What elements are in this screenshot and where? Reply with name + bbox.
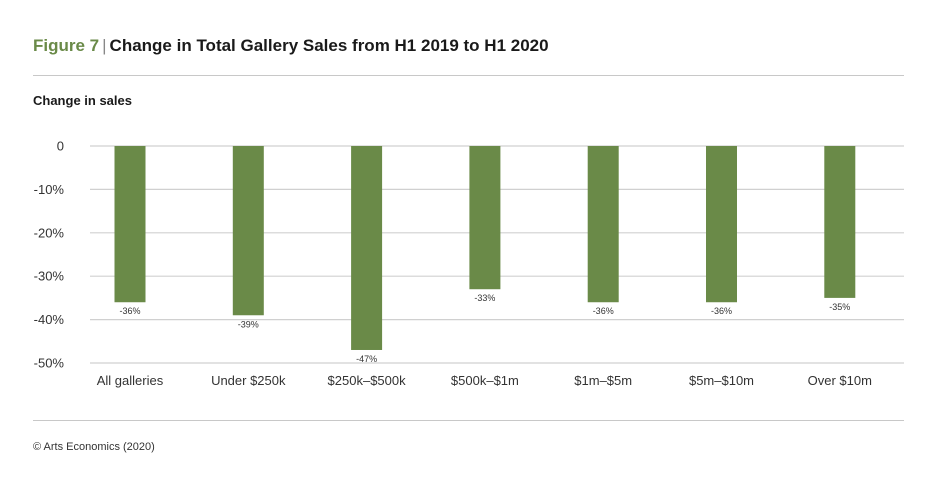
bar	[232, 146, 264, 316]
x-category-label: $500k–$1m	[451, 373, 519, 388]
title-text: Change in Total Gallery Sales from H1 20…	[109, 36, 549, 55]
bar	[587, 146, 619, 303]
figure-label: Figure 7	[33, 36, 100, 55]
x-category-label: Under $250k	[211, 373, 286, 388]
y-axis-title: Change in sales	[33, 93, 132, 108]
x-category-label: All galleries	[97, 373, 164, 388]
x-category-label: $1m–$5m	[574, 373, 632, 388]
top-divider	[33, 75, 904, 76]
data-label: -36%	[593, 306, 614, 316]
bar	[469, 146, 501, 290]
y-tick-label: -20%	[34, 225, 65, 240]
x-category-label: $250k–$500k	[328, 373, 407, 388]
bottom-divider	[33, 420, 904, 421]
bar	[706, 146, 737, 303]
bars	[114, 146, 856, 350]
chart-title: Figure 7 | Change in Total Gallery Sales f…	[33, 36, 549, 56]
bar	[351, 146, 383, 350]
bar	[824, 146, 856, 298]
data-label: -47%	[356, 354, 377, 364]
data-label: -39%	[238, 319, 259, 329]
y-axis-ticks: 0 -10% -20% -30% -40% -50%	[34, 139, 65, 371]
y-tick-label: -30%	[34, 269, 65, 284]
y-tick-label: -10%	[34, 182, 65, 197]
source-note: © Arts Economics (2020)	[33, 441, 155, 453]
data-label: -36%	[119, 306, 140, 316]
y-tick-label: 0	[57, 139, 64, 154]
title-separator: |	[102, 36, 107, 55]
y-tick-label: -40%	[34, 312, 65, 327]
data-label: -35%	[829, 302, 850, 312]
bar	[114, 146, 146, 303]
x-category-label: Over $10m	[808, 373, 872, 388]
y-tick-label: -50%	[34, 356, 65, 371]
x-axis-categories: All galleries Under $250k $250k–$500k $500k…	[97, 373, 872, 388]
data-label: -33%	[474, 293, 495, 303]
x-category-label: $5m–$10m	[689, 373, 754, 388]
data-label: -36%	[711, 306, 732, 316]
data-labels: -36% -39% -47% -33% -36% -36% -35%	[119, 293, 850, 364]
